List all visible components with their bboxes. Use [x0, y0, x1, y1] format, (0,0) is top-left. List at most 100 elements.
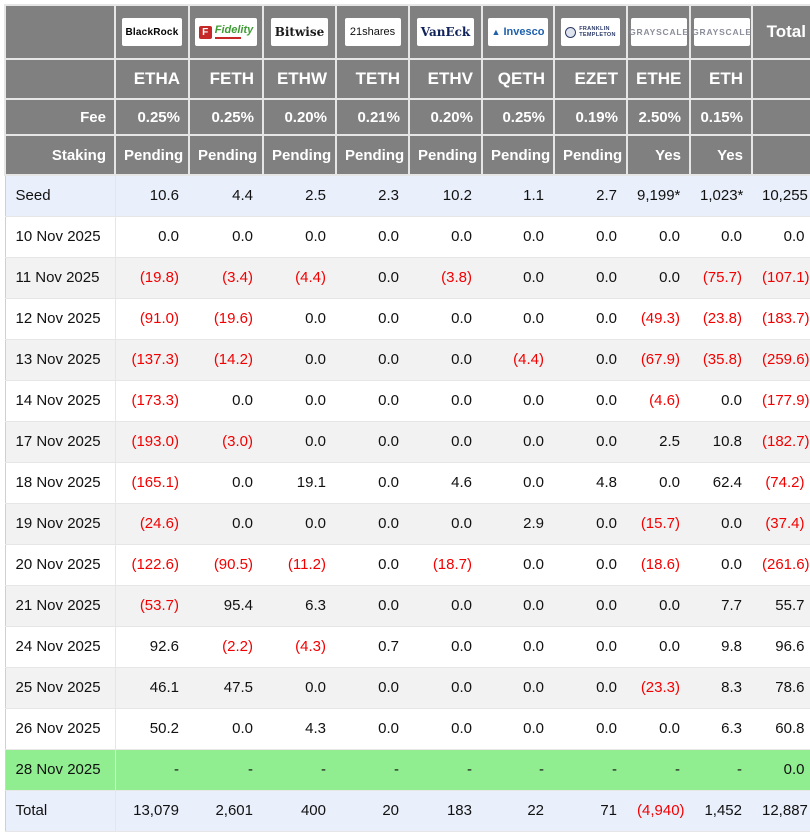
invesco-logo: ▲ Invesco — [487, 18, 549, 46]
flow-cell: 2.7 — [554, 175, 627, 217]
21shares-logo: 21shares — [344, 18, 401, 46]
flow-cell: 0.0 — [690, 503, 752, 545]
flow-cell: 0.0 — [409, 298, 482, 340]
row-label: 10 Nov 2025 — [5, 216, 116, 258]
eth-etf-flow-table: BlackRock F Fidelity Bitwise 21shares VanEck ▲… — [4, 4, 810, 832]
flow-cell: 55.7 — [752, 585, 810, 627]
flow-cell: (4.3) — [263, 626, 336, 668]
flow-cell: 92.6 — [115, 626, 189, 668]
grayscale-text: GRAYSCALE — [692, 27, 752, 37]
bitwise-logo-cell: Bitwise — [262, 4, 337, 60]
ticker-TETH: TETH — [335, 58, 410, 100]
staking-TETH: Pending — [335, 134, 410, 176]
staking-ETHV: Pending — [408, 134, 483, 176]
flow-cell: 0.0 — [263, 298, 336, 340]
flow-cell: - — [263, 749, 336, 791]
table-row: 13 Nov 2025 (137.3) (14.2) 0.0 0.0 0.0 (4.4) 0.… — [5, 339, 810, 381]
franklin-text-line1: FRANKLIN — [579, 25, 610, 32]
flow-cell: (49.3) — [627, 298, 690, 340]
flow-cell: 0.0 — [482, 421, 554, 463]
fee-TETH: 0.21% — [335, 98, 410, 136]
flow-cell: 0.0 — [482, 585, 554, 627]
table-body: Seed 10.6 4.4 2.5 2.3 10.2 1.1 2.7 9,199* 1,023* 1… — [5, 175, 810, 832]
flow-cell: 46.1 — [115, 667, 189, 709]
franklin-logo: FRANKLIN TEMPLETON — [561, 18, 620, 46]
flow-cell: 13,079 — [115, 790, 189, 832]
flow-cell: 8.3 — [690, 667, 752, 709]
flow-cell: (122.6) — [115, 544, 189, 586]
flow-cell: 0.0 — [336, 585, 409, 627]
blackrock-logo-cell: BlackRock — [114, 4, 190, 60]
fee-ETHV: 0.20% — [408, 98, 483, 136]
flow-cell: - — [482, 749, 554, 791]
flow-cell: 4.8 — [554, 462, 627, 504]
fee-ETHA: 0.25% — [114, 98, 190, 136]
fidelity-f-icon: F — [198, 25, 212, 39]
ticker-total-blank — [751, 58, 810, 100]
vaneck-logo: VanEck — [416, 18, 475, 46]
fidelity-logo: F Fidelity — [194, 18, 258, 46]
franklin-logo-cell: FRANKLIN TEMPLETON — [553, 4, 628, 60]
franklin-text-line2: TEMPLETON — [579, 32, 616, 38]
table-row: 19 Nov 2025 (24.6) 0.0 0.0 0.0 0.0 2.9 0.0 (15.7… — [5, 503, 810, 545]
flow-cell: (165.1) — [115, 462, 189, 504]
flow-cell: 2,601 — [189, 790, 263, 832]
row-label: Seed — [5, 175, 116, 217]
grayscale-text: GRAYSCALE — [629, 27, 689, 37]
staking-row-label: Staking — [4, 134, 116, 176]
flow-cell: 0.0 — [627, 216, 690, 258]
flow-cell: (37.4) — [752, 503, 810, 545]
flow-cell: - — [627, 749, 690, 791]
flow-cell: 0.0 — [554, 585, 627, 627]
flow-cell: 22 — [482, 790, 554, 832]
table-row: 17 Nov 2025 (193.0) (3.0) 0.0 0.0 0.0 0.0 0.0 2.… — [5, 421, 810, 463]
ticker-FETH: FETH — [188, 58, 264, 100]
flow-cell: 0.0 — [336, 503, 409, 545]
flow-cell: 0.0 — [554, 708, 627, 750]
flow-cell: 0.0 — [752, 216, 810, 258]
staking-EZET: Pending — [553, 134, 628, 176]
flow-cell: 1,023* — [690, 175, 752, 217]
flow-cell: (137.3) — [115, 339, 189, 381]
flow-cell: 0.0 — [554, 421, 627, 463]
flow-cell: 47.5 — [189, 667, 263, 709]
flow-cell: 0.0 — [263, 216, 336, 258]
flow-cell: (183.7) — [752, 298, 810, 340]
row-label: 19 Nov 2025 — [5, 503, 116, 545]
flow-cell: 0.0 — [409, 585, 482, 627]
flow-cell: 0.0 — [554, 216, 627, 258]
flow-cell: 0.0 — [336, 544, 409, 586]
table-row: Seed 10.6 4.4 2.5 2.3 10.2 1.1 2.7 9,199* 1,023* 1… — [5, 175, 810, 217]
flow-cell: 0.0 — [263, 503, 336, 545]
invesco-mountain-icon: ▲ — [491, 26, 501, 37]
flow-cell: 0.7 — [336, 626, 409, 668]
staking-ETH: Yes — [689, 134, 753, 176]
fidelity-tagline-bar — [214, 37, 241, 39]
flow-cell: 78.6 — [752, 667, 810, 709]
flow-cell: 60.8 — [752, 708, 810, 750]
flow-cell: 10.6 — [115, 175, 189, 217]
flow-cell: 0.0 — [482, 626, 554, 668]
table-row: 24 Nov 2025 92.6 (2.2) (4.3) 0.7 0.0 0.0 0.0 0.0… — [5, 626, 810, 668]
flow-cell: 9.8 — [690, 626, 752, 668]
ticker-row-label — [4, 58, 116, 100]
flow-cell: (23.3) — [627, 667, 690, 709]
flow-cell: (4.6) — [627, 380, 690, 422]
flow-cell: 0.0 — [336, 216, 409, 258]
flow-cell: (3.0) — [189, 421, 263, 463]
ticker-ETHA: ETHA — [114, 58, 190, 100]
flow-cell: 0.0 — [189, 462, 263, 504]
fee-EZET: 0.19% — [553, 98, 628, 136]
flow-cell: 6.3 — [263, 585, 336, 627]
flow-cell: 0.0 — [409, 708, 482, 750]
flow-cell: (259.6) — [752, 339, 810, 381]
flow-cell: 0.0 — [627, 585, 690, 627]
flow-cell: 0.0 — [409, 380, 482, 422]
table-header: BlackRock F Fidelity Bitwise 21shares VanEck ▲… — [4, 4, 810, 176]
flow-cell: - — [336, 749, 409, 791]
table-row: 21 Nov 2025 (53.7) 95.4 6.3 0.0 0.0 0.0 0.0 0.0 7… — [5, 585, 810, 627]
flow-cell: 96.6 — [752, 626, 810, 668]
flow-cell: (3.4) — [189, 257, 263, 299]
ticker-ETHV: ETHV — [408, 58, 483, 100]
